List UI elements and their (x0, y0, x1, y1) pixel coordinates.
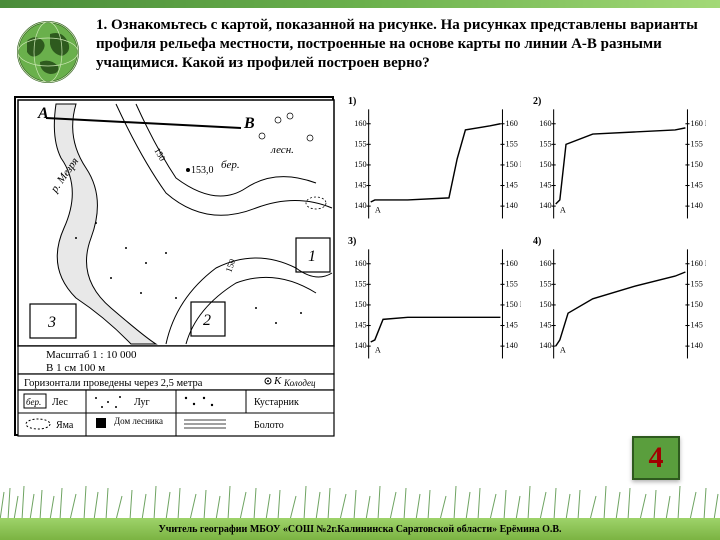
chart-2: 2) 160 155 150 145 140 160 В 155 150 145 140… (531, 96, 706, 230)
svg-text:Луг: Луг (134, 397, 150, 408)
svg-text:Кустарник: Кустарник (254, 397, 299, 408)
svg-text:155: 155 (354, 279, 366, 288)
svg-text:145: 145 (354, 181, 366, 190)
svg-text:160: 160 (354, 259, 366, 268)
chart-number: 3) (348, 236, 356, 247)
svg-text:150 В: 150 В (506, 300, 521, 309)
svg-text:150: 150 (691, 160, 703, 169)
profile-charts: 1) 160 155 150 145 140 160 155 150 В 145 140… (346, 96, 706, 356)
svg-text:140: 140 (354, 341, 366, 350)
svg-text:2: 2 (203, 312, 211, 329)
header: 1. Ознакомьтесь с картой, показанной на … (0, 8, 720, 92)
svg-text:145: 145 (539, 181, 551, 190)
svg-text:Горизонтали проведены через 2,: Горизонтали проведены через 2,5 метра (24, 378, 203, 389)
svg-text:Болото: Болото (254, 420, 284, 431)
svg-text:160 В: 160 В (691, 259, 706, 268)
chart-1: 1) 160 155 150 145 140 160 155 150 В 145 140… (346, 96, 521, 230)
svg-text:А: А (37, 105, 49, 122)
svg-text:160: 160 (506, 259, 518, 268)
svg-text:3: 3 (47, 314, 56, 331)
globe-icon (12, 16, 84, 88)
answer-value: 4 (649, 441, 664, 475)
chart-svg: 160 155 150 145 140 160 В 155 150 145 140 А (531, 236, 706, 370)
svg-text:140: 140 (539, 201, 551, 210)
svg-text:лесн.: лесн. (270, 144, 294, 156)
svg-text:150: 150 (354, 300, 366, 309)
topographic-map: А В р. Мезря лесн. бер. 153,0 150 150 (14, 96, 334, 436)
svg-text:140: 140 (506, 341, 518, 350)
svg-text:А: А (560, 345, 566, 354)
svg-text:А: А (375, 205, 381, 214)
svg-text:140: 140 (506, 201, 518, 210)
svg-text:Яма: Яма (56, 420, 74, 431)
svg-text:В: В (243, 115, 255, 132)
chart-number: 4) (533, 236, 541, 247)
chart-number: 2) (533, 96, 541, 107)
svg-text:140: 140 (539, 341, 551, 350)
svg-text:160 В: 160 В (691, 119, 706, 128)
svg-text:155: 155 (506, 279, 518, 288)
svg-text:155: 155 (691, 279, 703, 288)
map-column: А В р. Мезря лесн. бер. 153,0 150 150 (14, 96, 334, 436)
svg-text:Колодец: Колодец (283, 378, 316, 388)
svg-text:Масштаб 1 : 10 000: Масштаб 1 : 10 000 (46, 349, 137, 361)
svg-text:140: 140 (354, 201, 366, 210)
svg-text:145: 145 (691, 320, 703, 329)
svg-text:145: 145 (506, 320, 518, 329)
svg-text:К: К (273, 375, 282, 387)
svg-text:А: А (560, 205, 566, 214)
answer-box: 4 (632, 436, 680, 480)
chart-4: 4) 160 155 150 145 140 160 В 155 150 145 140… (531, 236, 706, 370)
chart-svg: 160 155 150 145 140 160 155 150 В 145 140 А (346, 96, 521, 230)
svg-text:140: 140 (691, 341, 703, 350)
svg-text:бер.: бер. (26, 397, 41, 407)
chart-svg: 160 155 150 145 140 160 В 155 150 145 140 А (531, 96, 706, 230)
svg-text:155: 155 (539, 279, 551, 288)
svg-text:153,0: 153,0 (191, 165, 214, 176)
top-color-band (0, 0, 720, 8)
svg-text:1: 1 (308, 248, 316, 265)
svg-text:145: 145 (506, 181, 518, 190)
svg-text:140: 140 (691, 201, 703, 210)
grass-decoration (0, 482, 720, 520)
svg-text:Лес: Лес (52, 397, 68, 408)
svg-text:155: 155 (354, 139, 366, 148)
svg-text:А: А (375, 345, 381, 354)
svg-text:150: 150 (539, 300, 551, 309)
footer: Учитель географии МБОУ «СОШ №2г.Калининс… (0, 518, 720, 540)
content-area: А В р. Мезря лесн. бер. 153,0 150 150 (0, 92, 720, 436)
svg-text:150: 150 (354, 160, 366, 169)
svg-text:150: 150 (691, 300, 703, 309)
chart-svg: 160 155 150 145 140 160 155 150 В 145 140 А (346, 236, 521, 370)
footer-text: Учитель географии МБОУ «СОШ №2г.Калининс… (158, 524, 561, 535)
chart-3: 3) 160 155 150 145 140 160 155 150 В 145 140… (346, 236, 521, 370)
svg-text:Дом лесника: Дом лесника (114, 416, 163, 426)
svg-text:160: 160 (539, 259, 551, 268)
svg-text:145: 145 (539, 320, 551, 329)
svg-text:155: 155 (506, 139, 518, 148)
question-text: 1. Ознакомьтесь с картой, показанной на … (96, 16, 700, 72)
svg-text:бер.: бер. (221, 159, 240, 171)
svg-text:150 В: 150 В (506, 160, 521, 169)
svg-text:155: 155 (539, 139, 551, 148)
svg-text:145: 145 (691, 181, 703, 190)
svg-text:160: 160 (354, 119, 366, 128)
svg-text:155: 155 (691, 139, 703, 148)
svg-text:145: 145 (354, 320, 366, 329)
svg-text:160: 160 (506, 119, 518, 128)
chart-number: 1) (348, 96, 356, 107)
svg-text:В 1 см 100 м: В 1 см 100 м (46, 362, 105, 374)
svg-text:150: 150 (539, 160, 551, 169)
svg-text:160: 160 (539, 119, 551, 128)
